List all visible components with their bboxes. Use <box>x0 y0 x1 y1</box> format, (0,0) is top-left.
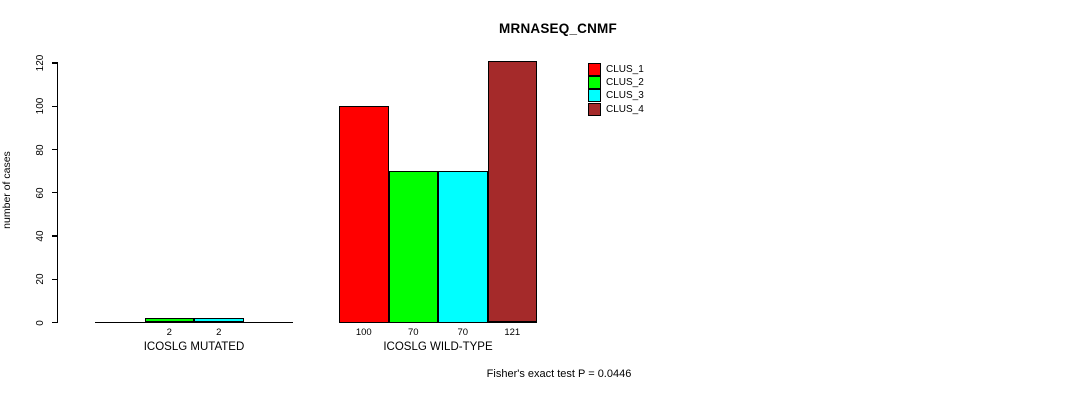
y-tick <box>52 235 58 237</box>
legend-label: CLUS_4 <box>606 103 644 115</box>
legend-swatch-clus_3 <box>588 89 601 103</box>
bar-clus_2-mutated <box>144 318 194 323</box>
bar-value-label: 121 <box>504 327 521 338</box>
legend-label: CLUS_2 <box>606 77 644 89</box>
legend-swatch-clus_1 <box>588 63 601 77</box>
y-tick-label: 120 <box>35 54 46 72</box>
legend-swatch-clus_4 <box>588 102 601 116</box>
y-tick-label: 0 <box>35 319 46 326</box>
legend-item: CLUS_3 <box>588 89 644 103</box>
plot-title: MRNASEQ_CNMF <box>499 21 617 36</box>
category-label: ICOSLG WILD-TYPE <box>383 341 493 353</box>
group-baseline <box>339 321 537 324</box>
y-tick <box>52 105 58 107</box>
y-tick-label: 60 <box>35 187 46 199</box>
bar-clus_4-wild-type <box>487 60 537 323</box>
fisher-test-annotation: Fisher's exact test P = 0.0446 <box>486 368 632 380</box>
legend: CLUS_1 CLUS_2 CLUS_3 CLUS_4 <box>588 63 644 116</box>
bar-value-label: 2 <box>216 327 222 338</box>
y-tick-label: 100 <box>35 97 46 115</box>
y-tick <box>52 62 58 64</box>
y-axis-label: number of cases <box>1 151 13 229</box>
legend-item: CLUS_2 <box>588 76 644 90</box>
y-tick-label: 80 <box>35 143 46 156</box>
group-baseline <box>95 321 293 324</box>
y-tick <box>52 278 58 280</box>
category-label: ICOSLG MUTATED <box>143 341 245 353</box>
bar-value-label: 70 <box>407 327 419 338</box>
bar-value-label: 100 <box>355 327 372 338</box>
bar-clus_2-wild-type <box>388 171 438 323</box>
bar-clus_3-mutated <box>194 318 244 323</box>
legend-label: CLUS_3 <box>606 90 644 102</box>
y-tick <box>52 148 58 151</box>
bar-clus_3-wild-type <box>438 171 488 323</box>
bar-clus_1-wild-type <box>339 106 389 323</box>
legend-label: CLUS_1 <box>606 64 644 76</box>
legend-item: CLUS_4 <box>588 102 644 116</box>
legend-swatch-clus_2 <box>588 76 601 90</box>
bar-value-label: 2 <box>166 327 172 338</box>
y-tick <box>52 321 58 324</box>
y-tick <box>52 192 58 194</box>
legend-item: CLUS_1 <box>588 63 644 77</box>
y-tick-label: 40 <box>35 230 46 242</box>
bar-value-label: 70 <box>457 327 469 338</box>
y-tick-label: 20 <box>35 273 46 285</box>
